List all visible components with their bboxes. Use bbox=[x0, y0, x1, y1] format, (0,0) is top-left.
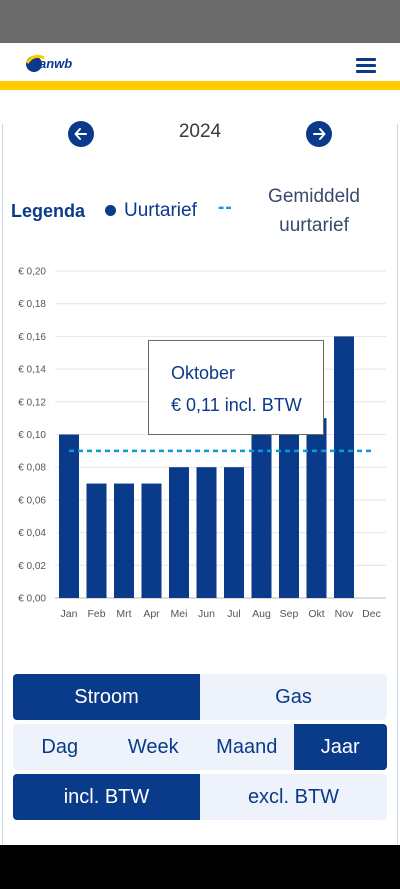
legend-series-marker bbox=[105, 205, 116, 216]
app-header: anwb bbox=[0, 43, 400, 81]
bar-tooltip: Oktober € 0,11 incl. BTW bbox=[148, 340, 324, 435]
y-tick-label: € 0,02 bbox=[18, 561, 46, 572]
x-tick-label: Mrt bbox=[116, 608, 131, 620]
toggle-week[interactable]: Week bbox=[127, 735, 179, 758]
toggle-dag[interactable]: Dag bbox=[41, 735, 79, 758]
x-tick-label: Okt bbox=[308, 608, 324, 620]
x-tick-label: Feb bbox=[87, 608, 105, 620]
legend-title: Legenda bbox=[11, 201, 86, 221]
x-tick-label: Jan bbox=[61, 608, 78, 620]
toggle-jaar[interactable]: Jaar bbox=[293, 724, 387, 770]
y-tick-label: € 0,08 bbox=[18, 463, 46, 474]
bar-jul[interactable] bbox=[224, 467, 244, 598]
legend-average-marker: -- bbox=[218, 197, 233, 218]
y-tick-label: € 0,18 bbox=[18, 299, 46, 310]
toggle-incl-btw[interactable]: incl. BTW bbox=[13, 774, 200, 820]
system-nav-bar bbox=[0, 845, 400, 889]
arrow-right-icon bbox=[313, 128, 326, 140]
bar-mei[interactable] bbox=[169, 467, 189, 598]
y-tick-label: € 0,10 bbox=[18, 430, 46, 441]
bar-nov[interactable] bbox=[334, 336, 354, 598]
toggle-stroom[interactable]: Stroom bbox=[13, 674, 200, 720]
period-toggle: Dag Week Maand Jaar bbox=[13, 724, 387, 770]
legend-average-label: Gemiddeld uurtarief bbox=[268, 186, 360, 236]
energy-toggle: Stroom Gas bbox=[13, 674, 387, 720]
panel-frame bbox=[2, 124, 398, 845]
x-tick-label: Nov bbox=[335, 608, 354, 620]
tariff-panel: 2024 Legenda Uurtarief -- Gemiddeld uurt… bbox=[0, 90, 400, 845]
y-tick-label: € 0,14 bbox=[18, 365, 46, 376]
status-bar bbox=[0, 0, 400, 43]
x-tick-label: Sep bbox=[280, 608, 299, 620]
x-tick-label: Jun bbox=[198, 608, 215, 620]
arrow-left-icon bbox=[74, 128, 87, 140]
y-tick-label: € 0,12 bbox=[18, 397, 46, 408]
x-tick-label: Jul bbox=[227, 608, 240, 620]
x-tick-label: Aug bbox=[252, 608, 271, 620]
bar-jun[interactable] bbox=[196, 467, 217, 598]
bar-aug[interactable] bbox=[251, 434, 272, 599]
vat-toggle: incl. BTW excl. BTW bbox=[13, 774, 387, 820]
y-tick-label: € 0,04 bbox=[18, 528, 46, 539]
y-tick-label: € 0,00 bbox=[18, 594, 46, 605]
year-label: 2024 bbox=[178, 121, 222, 142]
bar-feb[interactable] bbox=[86, 483, 107, 598]
x-tick-label: Mei bbox=[171, 608, 188, 620]
y-tick-label: € 0,16 bbox=[18, 332, 46, 343]
x-tick-label: Dec bbox=[362, 608, 381, 620]
toggle-gas[interactable]: Gas bbox=[275, 685, 312, 708]
svg-text:anwb: anwb bbox=[39, 56, 72, 71]
next-year-button[interactable] bbox=[306, 121, 332, 147]
tooltip-month: Oktober bbox=[171, 363, 236, 383]
bar-mrt[interactable] bbox=[114, 483, 134, 598]
y-tick-label: € 0,20 bbox=[18, 267, 46, 278]
tariff-bar-chart: € 0,00 € 0,02 € 0,04 € 0,06 € 0,08 € 0,10 € 0,… bbox=[18, 267, 386, 620]
bar-sep[interactable] bbox=[279, 434, 299, 599]
y-tick-label: € 0,06 bbox=[18, 495, 46, 506]
bar-apr[interactable] bbox=[141, 483, 162, 598]
legend-series-label: Uurtarief bbox=[124, 200, 197, 221]
previous-year-button[interactable] bbox=[68, 121, 94, 147]
brand-stripe bbox=[0, 81, 400, 90]
anwb-logo[interactable]: anwb bbox=[24, 49, 76, 75]
hamburger-menu-icon[interactable] bbox=[356, 56, 378, 74]
x-tick-label: Apr bbox=[143, 608, 160, 620]
toggle-maand[interactable]: Maand bbox=[216, 735, 278, 758]
toggle-excl-btw[interactable]: excl. BTW bbox=[247, 785, 340, 808]
bar-okt[interactable] bbox=[306, 418, 327, 598]
tooltip-value: € 0,11 incl. BTW bbox=[171, 395, 302, 415]
bar-jan[interactable] bbox=[59, 434, 79, 599]
